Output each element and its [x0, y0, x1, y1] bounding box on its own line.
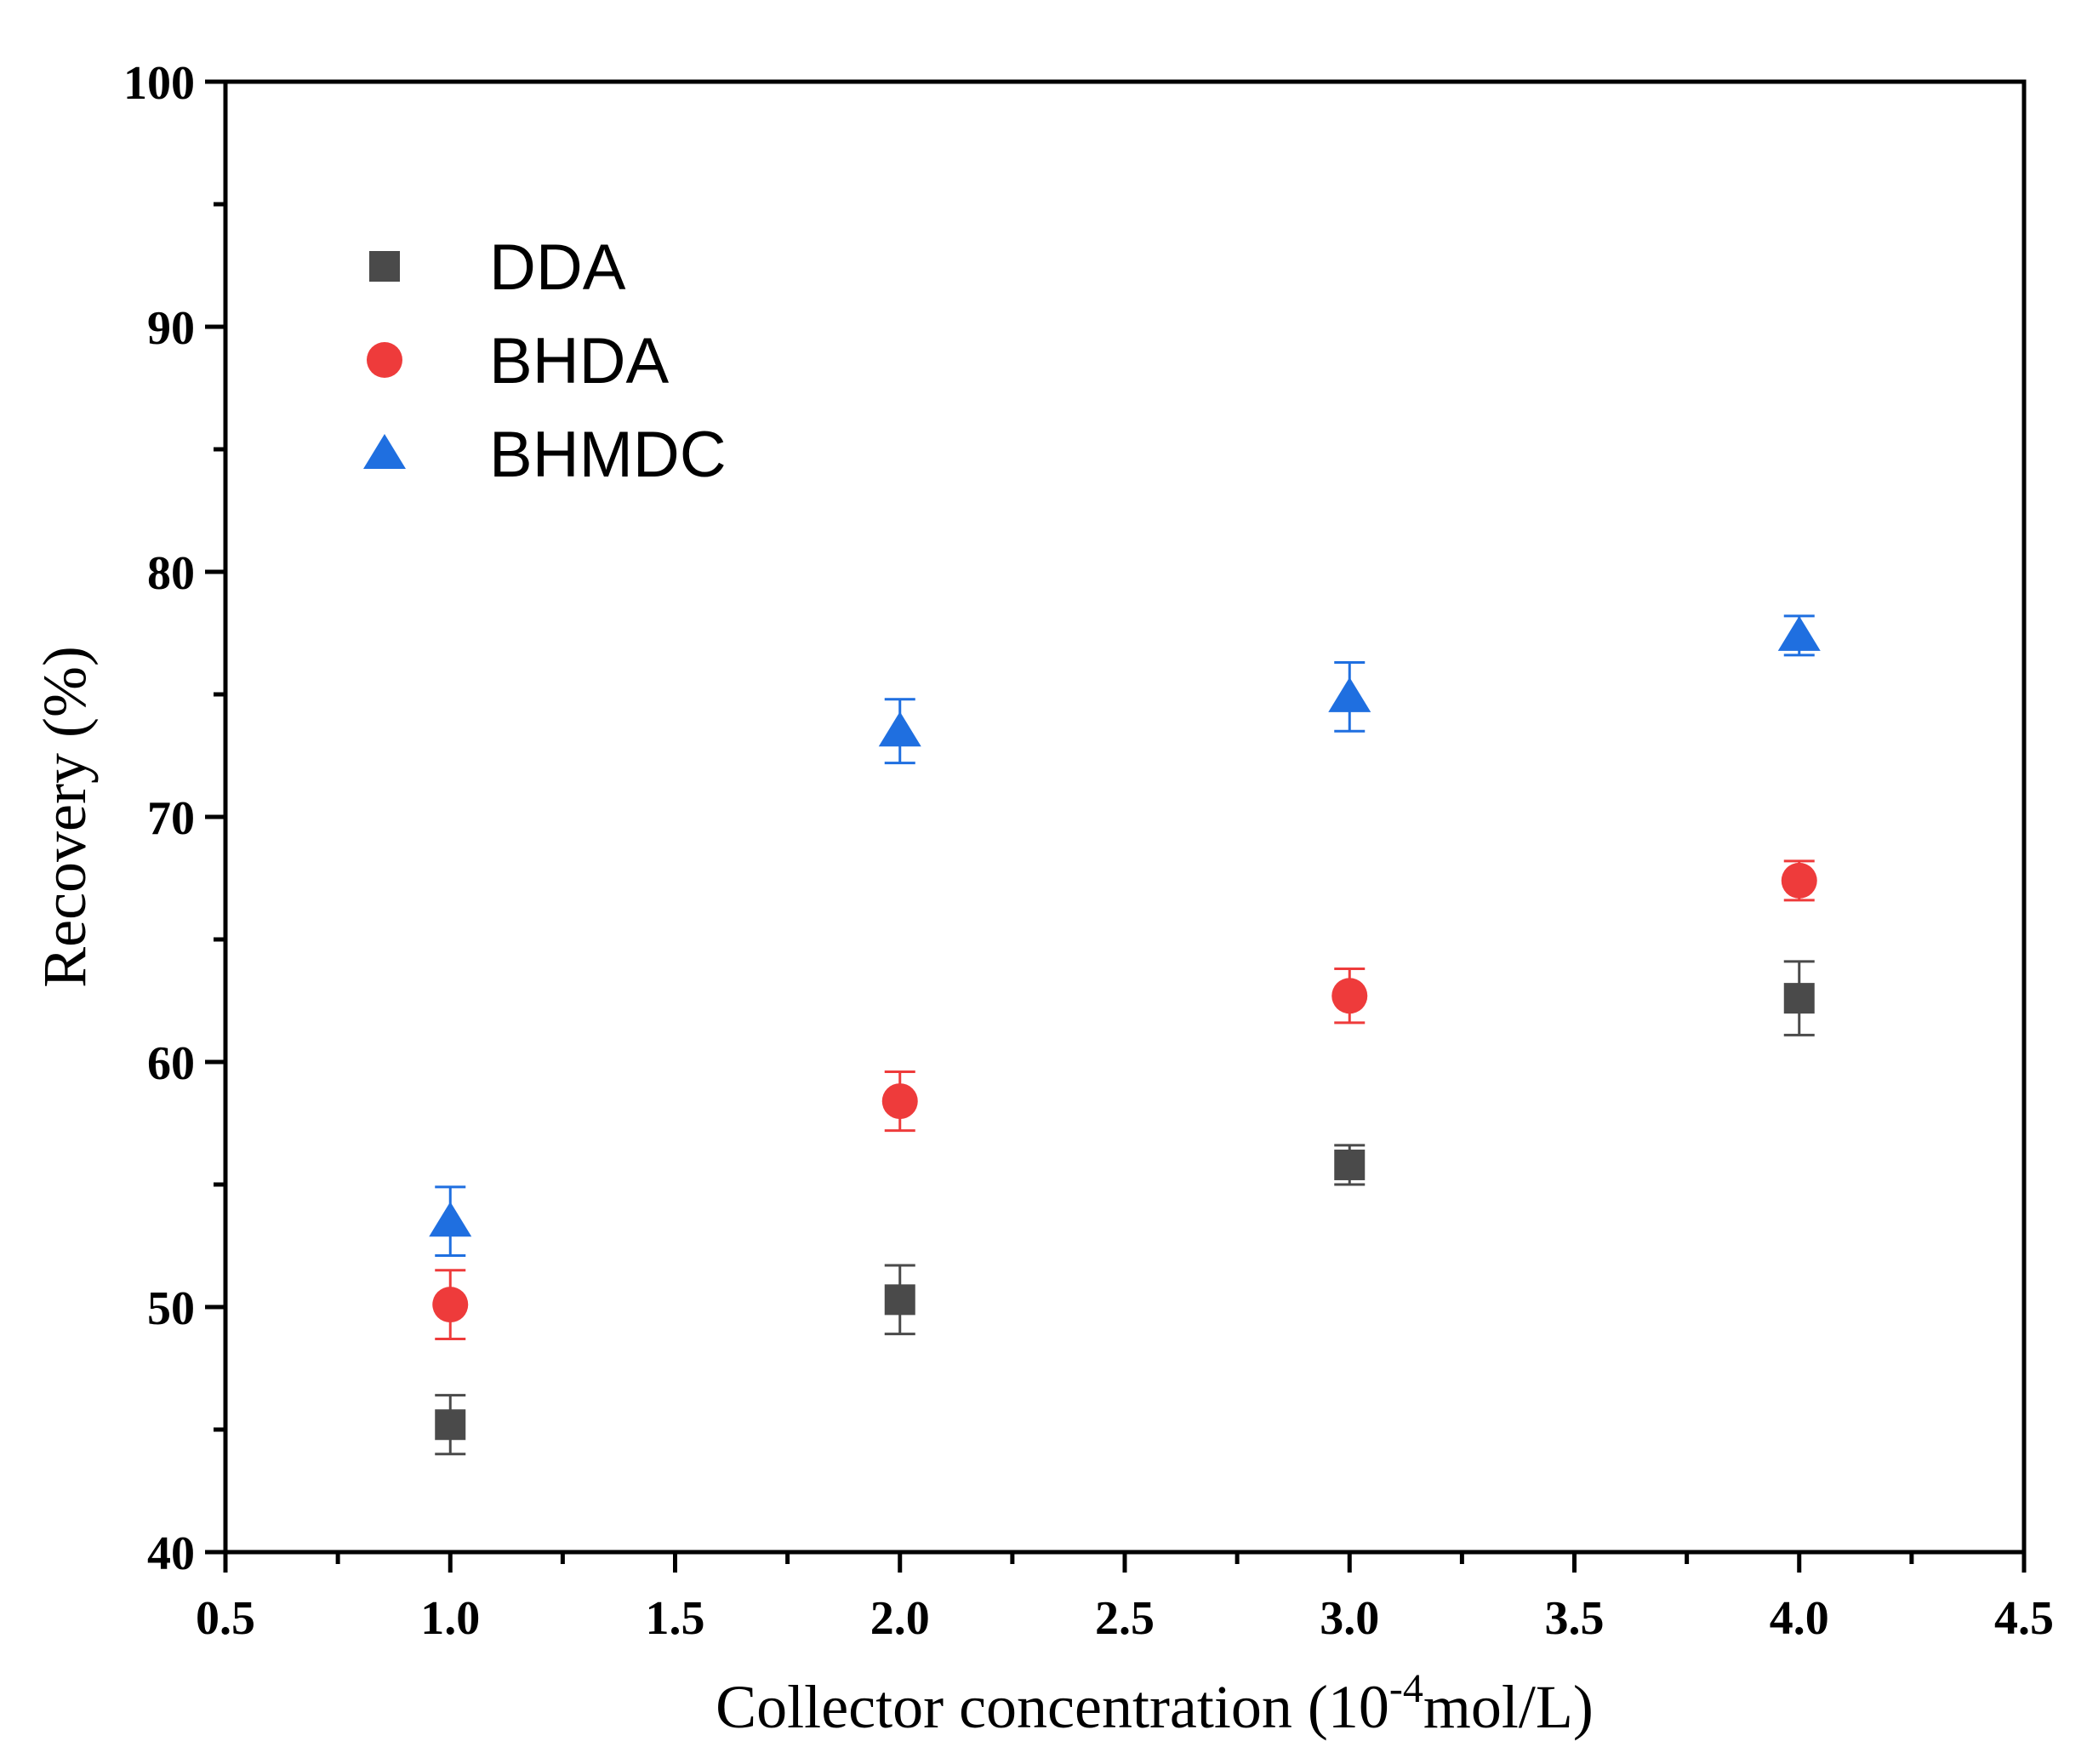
y-tick-labels: 40 50 60 70 80 90 100	[123, 57, 195, 1580]
x-axis-title: Collector concentration (10-4mol/L)	[716, 1666, 1594, 1741]
y-tick-label: 80	[147, 547, 195, 600]
x-axis-title-main: Collector concentration (10	[716, 1673, 1389, 1741]
x-tick-labels: 0.5 1.0 1.5 2.0 2.5 3.0 3.5 4.0 4.5	[196, 1592, 2054, 1645]
data-point-bhda	[881, 1083, 918, 1120]
x-tick-label: 3.5	[1545, 1592, 1605, 1645]
data-points	[429, 614, 1821, 1456]
data-point-bhmdc	[878, 711, 921, 747]
series-bhmdc	[429, 614, 1821, 1258]
legend-item-bhda: BHDA	[367, 325, 669, 397]
y-tick-label: 50	[147, 1282, 195, 1335]
y-tick-label: 60	[147, 1037, 195, 1090]
plot-frame	[223, 79, 2027, 1555]
y-tick-label: 100	[123, 57, 195, 110]
data-point-dda	[1334, 1149, 1366, 1180]
legend-label-bhmdc: BHMDC	[489, 419, 727, 491]
x-tick-label: 1.5	[646, 1592, 705, 1645]
x-tick-label: 2.5	[1095, 1592, 1155, 1645]
legend-marker-bhda	[367, 342, 402, 378]
legend-marker-dda	[369, 251, 400, 282]
x-tick-label: 2.0	[870, 1592, 930, 1645]
legend-item-bhmdc: BHMDC	[363, 419, 727, 491]
data-point-dda	[884, 1284, 915, 1316]
data-point-bhmdc	[1328, 676, 1371, 712]
x-tick-label: 3.0	[1320, 1592, 1379, 1645]
data-point-dda	[1783, 983, 1815, 1014]
legend-item-dda: DDA	[369, 231, 626, 304]
data-point-dda	[435, 1409, 466, 1441]
x-tick-label: 4.5	[1994, 1592, 2054, 1645]
legend-label-dda: DDA	[489, 231, 626, 304]
legend: DDA BHDA BHMDC	[363, 231, 727, 491]
x-axis-title-superscript: -4	[1389, 1666, 1423, 1711]
legend-label-bhda: BHDA	[489, 325, 669, 397]
data-point-bhda	[1331, 978, 1368, 1014]
x-tick-label: 4.0	[1770, 1592, 1829, 1645]
y-tick-label: 70	[147, 792, 195, 845]
x-tick-label: 1.0	[420, 1592, 480, 1645]
series-bhda	[432, 859, 1817, 1340]
y-axis-title: Recovery (%)	[31, 646, 99, 988]
data-point-bhmdc	[1777, 615, 1821, 651]
x-axis-title-tail: mol/L)	[1423, 1673, 1594, 1741]
data-point-bhda	[1781, 862, 1817, 899]
y-tick-label: 90	[147, 302, 195, 355]
data-point-bhda	[432, 1287, 469, 1323]
x-tick-label: 0.5	[196, 1592, 255, 1645]
y-tick-label: 40	[147, 1527, 195, 1580]
series-dda	[435, 960, 1815, 1456]
legend-marker-bhmdc	[363, 434, 406, 469]
data-point-bhmdc	[429, 1202, 472, 1237]
